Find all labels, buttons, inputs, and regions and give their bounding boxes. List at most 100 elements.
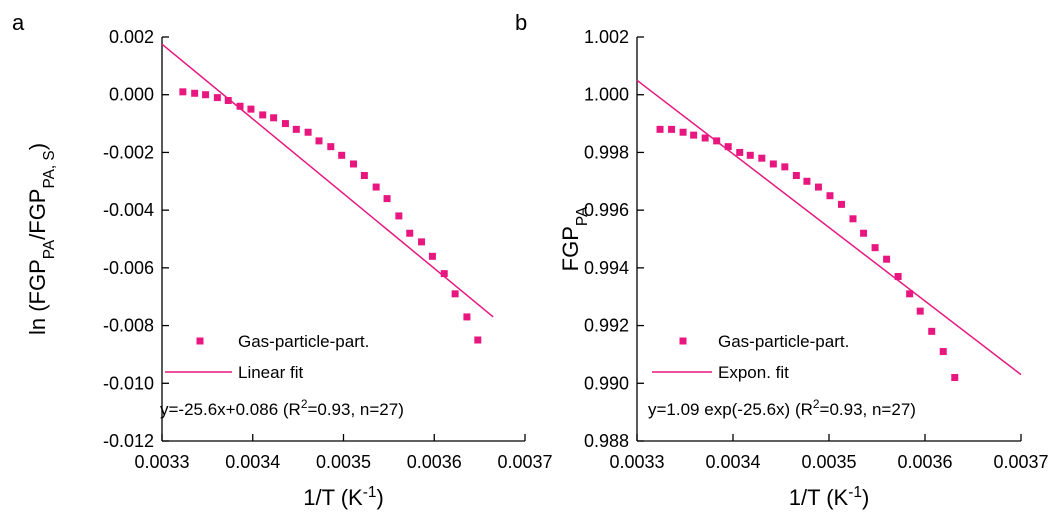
y-tick-label: -0.004 xyxy=(103,200,154,220)
text-part: ) xyxy=(376,485,383,510)
data-point xyxy=(349,160,357,168)
data-point xyxy=(916,307,924,315)
x-tick-label: 0.0035 xyxy=(801,452,856,472)
data-point xyxy=(758,154,766,162)
panel-label: b xyxy=(515,10,527,35)
y-axis-label: FGPPA xyxy=(558,206,591,271)
data-point xyxy=(247,105,255,113)
data-point xyxy=(837,200,845,208)
data-point xyxy=(939,348,947,356)
y-tick-label: -0.012 xyxy=(103,431,154,451)
data-point xyxy=(679,128,687,136)
text-part: 2 xyxy=(301,397,308,411)
y-tick-label: 1.002 xyxy=(584,27,629,47)
data-point xyxy=(304,128,312,136)
data-point xyxy=(292,125,300,133)
y-tick-label: 0.988 xyxy=(584,431,629,451)
text-part: y=1.09 exp(-25.6x) (R xyxy=(648,400,813,419)
text-part: -1 xyxy=(848,484,862,501)
panel-label: a xyxy=(12,10,25,35)
text-part: ) xyxy=(862,485,869,510)
y-tick-label: -0.008 xyxy=(103,316,154,336)
data-point xyxy=(826,192,834,200)
legend-label: Expon. fit xyxy=(718,363,789,382)
data-point xyxy=(179,88,187,96)
data-point xyxy=(656,125,664,133)
data-point xyxy=(259,111,267,119)
x-tick-label: 0.0033 xyxy=(609,452,664,472)
data-point xyxy=(781,163,789,171)
text-part: /FGP xyxy=(25,189,50,240)
data-point xyxy=(463,313,471,321)
x-tick-label: 0.0037 xyxy=(993,452,1048,472)
legend-label: Gas-particle-part. xyxy=(718,332,849,351)
y-tick-label: 0.000 xyxy=(109,85,154,105)
data-point xyxy=(746,151,754,159)
data-point xyxy=(690,131,698,139)
data-point xyxy=(395,212,403,220)
legend-marker xyxy=(679,337,687,345)
text-part: -1 xyxy=(363,484,377,501)
data-point xyxy=(281,120,289,128)
x-tick-label: 0.0035 xyxy=(316,452,371,472)
text-part: =0.93, n=27) xyxy=(820,400,916,419)
data-point xyxy=(736,148,744,156)
data-point xyxy=(668,125,676,133)
x-tick-label: 0.0037 xyxy=(497,452,552,472)
x-tick-label: 0.0036 xyxy=(407,452,462,472)
data-point xyxy=(860,229,868,237)
legend-marker xyxy=(196,337,204,345)
y-tick-label: -0.006 xyxy=(103,258,154,278)
data-point xyxy=(372,183,380,191)
x-tick-label: 0.0036 xyxy=(897,452,952,472)
legend-label: Gas-particle-part. xyxy=(238,332,369,351)
fit-line xyxy=(636,79,1022,376)
text-part: y=-25.6x+0.086 (R xyxy=(160,400,301,419)
data-point xyxy=(191,89,199,97)
y-tick-label: 0.002 xyxy=(109,27,154,47)
y-tick-label: 0.996 xyxy=(584,200,629,220)
data-point xyxy=(906,290,914,298)
text-part: 1/T (K xyxy=(789,485,849,510)
data-point xyxy=(383,195,391,203)
data-point xyxy=(792,172,800,180)
text-part: PA xyxy=(574,206,591,226)
y-tick-label: 1.000 xyxy=(584,85,629,105)
data-point xyxy=(440,270,448,278)
annotation: y=-25.6x+0.086 (R2=0.93, n=27) xyxy=(160,397,404,419)
data-point xyxy=(406,229,414,237)
text-part: PA xyxy=(41,239,58,259)
y-tick-label: 0.994 xyxy=(584,258,629,278)
data-point xyxy=(701,134,709,142)
data-point xyxy=(418,238,426,246)
text-part: FGP xyxy=(558,226,583,271)
data-point xyxy=(327,143,335,151)
legend-label: Linear fit xyxy=(238,363,303,382)
text-part: PA, S xyxy=(41,150,58,188)
data-point xyxy=(928,327,936,335)
data-point xyxy=(883,255,891,263)
y-tick-label: 0.998 xyxy=(584,142,629,162)
data-point xyxy=(213,94,221,102)
data-point xyxy=(814,183,822,191)
data-point xyxy=(202,91,210,99)
x-tick-label: 0.0033 xyxy=(134,452,189,472)
data-point xyxy=(451,290,459,298)
x-axis-label: 1/T (K-1) xyxy=(789,484,870,511)
x-axis-label: 1/T (K-1) xyxy=(303,484,384,511)
x-tick-label: 0.0034 xyxy=(705,452,760,472)
text-part: 2 xyxy=(813,397,820,411)
y-tick-label: 0.990 xyxy=(584,373,629,393)
data-point xyxy=(224,96,232,104)
y-axis-label: ln (FGPPA/FGPPA, S) xyxy=(25,143,58,335)
data-point xyxy=(871,244,879,252)
data-point xyxy=(724,143,732,151)
data-point xyxy=(769,160,777,168)
data-point xyxy=(428,252,436,260)
data-point xyxy=(474,336,482,344)
data-point xyxy=(849,215,857,223)
data-point xyxy=(360,172,368,180)
y-tick-label: 0.992 xyxy=(584,316,629,336)
